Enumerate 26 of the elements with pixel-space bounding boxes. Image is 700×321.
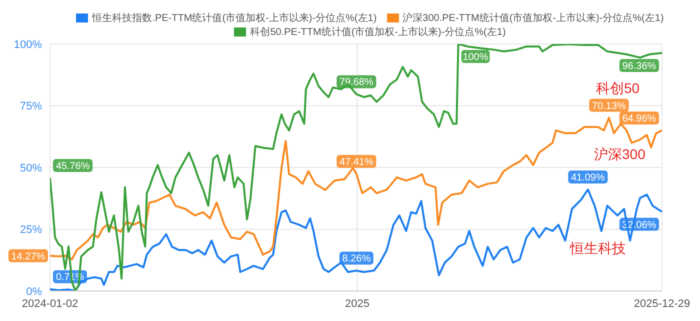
data-label: 96.36%	[622, 60, 656, 72]
data-label: 79.68%	[339, 77, 374, 88]
x-tick-label: 2025-12-29	[634, 298, 690, 310]
legend-label: 沪深300.PE-TTM统计值(市值加权-上市以来)-分位点%(左1)	[402, 13, 664, 24]
data-label: 64.96%	[622, 114, 656, 125]
data-label: 45.76%	[56, 160, 90, 172]
x-tick-label: 2024-01-02	[22, 298, 78, 310]
data-label: 47.41%	[339, 156, 374, 168]
annotation: 恒生科技	[570, 240, 626, 258]
y-tick-label: 75%	[20, 100, 42, 113]
data-label: 8.26%	[342, 254, 371, 265]
line-series	[50, 188, 662, 291]
data-label: 41.09%	[570, 172, 605, 184]
y-tick-label: 0%	[26, 286, 42, 298]
data-label: 100%	[462, 52, 488, 63]
y-tick-label: 50%	[20, 162, 42, 174]
x-tick-label: 2025	[345, 298, 370, 310]
data-label: 14.27%	[11, 251, 46, 262]
y-tick-label: 100%	[14, 38, 42, 51]
annotation: 科创50	[596, 80, 640, 98]
legend-label: 恒生科技指数.PE-TTM统计值(市值加权-上市以来)-分位点%(左1)	[92, 13, 377, 24]
y-tick-label: 25%	[20, 224, 42, 236]
annotation: 沪深300	[594, 146, 646, 164]
legend-label: 科创50.PE-TTM统计值(市值加权-上市以来)-分位点%(左1)	[250, 27, 506, 38]
line-series	[50, 44, 662, 291]
data-label: 70.13%	[592, 100, 626, 112]
